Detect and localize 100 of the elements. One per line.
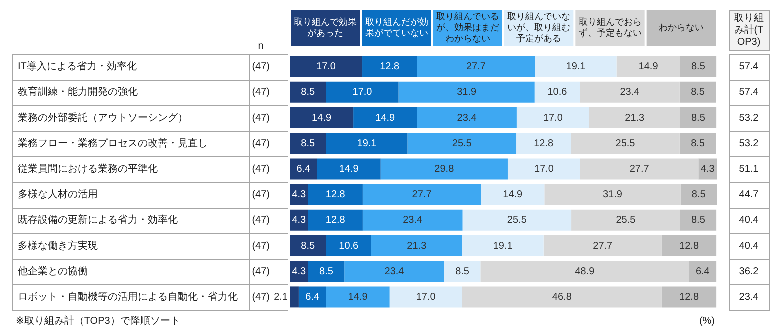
y2-tick-label: (47)	[252, 138, 270, 150]
y-tick-label: 既存設備の更新による省力・効率化	[18, 214, 178, 226]
data-label: 14.9	[339, 164, 360, 175]
text: 取り組んだが効果がでていない	[365, 16, 428, 38]
bar	[680, 133, 716, 154]
data-label: 46.8	[552, 292, 572, 303]
y2-tick-label: (47)	[252, 240, 270, 252]
text: 36.2	[739, 266, 760, 278]
bar	[371, 236, 462, 256]
bar	[544, 236, 662, 256]
y2-tick-label: (47)	[252, 292, 270, 303]
y-tick-label: 従業員間における業務の平準化	[18, 162, 158, 175]
data-label: 4.3	[292, 190, 307, 201]
data-label: 4.3	[292, 215, 307, 226]
bar	[298, 286, 326, 308]
text: 取り組み計(TOP3)	[734, 12, 764, 48]
data-label: 31.9	[602, 190, 623, 201]
bar	[290, 108, 354, 128]
bar	[680, 210, 717, 231]
series-label: 取り組んでいるが、効果はまだわからない	[436, 11, 500, 44]
bar	[462, 286, 662, 308]
data-label: 27.7	[466, 62, 486, 73]
y2-tick-label: (47)	[252, 87, 270, 98]
data-label: 12.8	[680, 292, 700, 303]
bar	[290, 158, 318, 180]
text: 53.2	[739, 112, 760, 124]
text: 取り組んでおらず、予定もない	[578, 16, 642, 38]
data-label: 14.9	[376, 112, 396, 124]
text: ※取り組み計（TOP3）で降順ソート	[16, 314, 180, 327]
y2-tick-label: (47)	[252, 215, 270, 226]
data-label: 12.8	[534, 138, 554, 150]
bar	[680, 82, 716, 103]
data-label: 10.6	[339, 240, 360, 252]
bar	[680, 108, 717, 128]
data-label: 6.4	[696, 266, 710, 278]
bar	[362, 210, 463, 231]
text: 40.4	[739, 240, 760, 252]
text: 51.1	[739, 164, 760, 175]
data-label: 23.4	[403, 215, 424, 226]
bar	[326, 133, 408, 154]
text: 40.4	[739, 215, 760, 226]
bar	[362, 56, 418, 78]
data-label: 25.5	[616, 138, 636, 150]
bar	[308, 261, 345, 282]
bar	[462, 210, 572, 231]
y2-tick-label: (47)	[252, 62, 270, 73]
y2-tick-label: (47)	[252, 190, 270, 201]
bar	[571, 133, 680, 154]
y2-axis-title: n	[258, 40, 264, 52]
data-label: 8.5	[691, 112, 706, 124]
data-label: 12.8	[326, 215, 346, 226]
bar	[534, 82, 580, 103]
data-label: 8.5	[456, 266, 470, 278]
bar	[662, 236, 717, 256]
bar	[680, 184, 717, 206]
bar	[344, 261, 444, 282]
data-label: 23.4	[620, 87, 640, 98]
data-label: 17.0	[416, 292, 436, 303]
bar	[680, 56, 717, 78]
bar	[290, 82, 326, 103]
data-label: 10.6	[548, 87, 568, 98]
data-label: 48.9	[575, 266, 596, 278]
bar	[326, 236, 372, 256]
data-label: 12.8	[326, 190, 346, 201]
data-label: 27.7	[412, 190, 432, 201]
data-label: 27.7	[593, 240, 614, 252]
bar	[380, 158, 508, 180]
data-label: 4.3	[292, 266, 307, 278]
bar	[417, 108, 517, 128]
y-tick-label: 教育訓練・能力開発の強化	[18, 86, 138, 98]
bar	[417, 56, 536, 78]
data-label: 14.9	[503, 190, 524, 201]
data-label: 19.1	[357, 138, 378, 150]
bar	[662, 286, 717, 308]
bar	[444, 261, 481, 282]
data-label: 8.5	[301, 240, 316, 252]
data-label: 8.5	[320, 266, 334, 278]
bar	[580, 158, 699, 180]
data-label: 27.7	[630, 164, 650, 175]
data-label: 29.8	[434, 164, 455, 175]
data-label: 8.5	[691, 138, 706, 150]
bar	[326, 82, 399, 103]
data-label: 31.9	[457, 87, 477, 98]
data-label: 12.8	[680, 240, 700, 252]
bar	[580, 82, 680, 103]
bar	[480, 261, 690, 282]
bar	[290, 286, 299, 308]
bar	[481, 184, 545, 206]
bar	[290, 133, 326, 154]
bar	[462, 236, 544, 256]
y2-tick-label: (47)	[252, 266, 270, 278]
data-label: 17.0	[543, 112, 564, 124]
data-label: 25.5	[616, 215, 636, 226]
data-label: 8.5	[691, 87, 706, 98]
text: 44.7	[739, 190, 760, 201]
text: 取り組んで効果があった	[294, 16, 358, 38]
data-label: 14.9	[638, 62, 659, 73]
data-label: 19.1	[566, 62, 586, 73]
data-label: 17.0	[534, 164, 554, 175]
data-label: 8.5	[301, 87, 316, 98]
